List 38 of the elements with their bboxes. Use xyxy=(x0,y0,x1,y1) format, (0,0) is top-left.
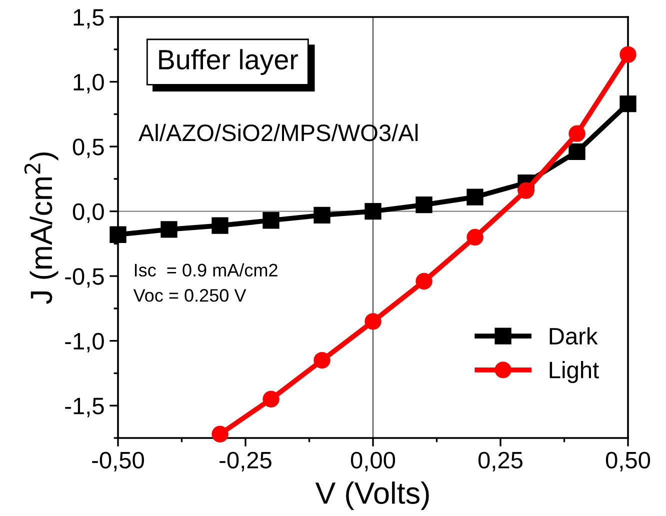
point xyxy=(110,226,126,243)
x-tick-label: 0,25 xyxy=(478,452,522,472)
point xyxy=(466,228,484,246)
point xyxy=(620,95,636,112)
legend-label: Dark xyxy=(550,327,598,345)
y-tick-label: 0,0 xyxy=(72,203,104,223)
point xyxy=(518,182,534,199)
x-tick-label: -0,25 xyxy=(220,452,272,472)
y-tick-label: -1,5 xyxy=(65,398,104,418)
y-tick-label: 1,5 xyxy=(74,9,104,29)
x-tick-label: 0,00 xyxy=(350,452,396,472)
point xyxy=(212,217,228,234)
point xyxy=(160,221,178,238)
point xyxy=(416,272,432,290)
y-tick-label: 1,0 xyxy=(74,74,104,94)
annotation: Voc = 0.250 V xyxy=(133,289,246,302)
point xyxy=(466,188,484,206)
y-tick-label: -0,5 xyxy=(65,268,104,288)
point xyxy=(568,143,586,160)
point xyxy=(568,125,586,142)
point xyxy=(416,196,432,214)
legend-label: Light xyxy=(550,361,599,384)
x-tick-label: 0,50 xyxy=(606,452,650,472)
y-tick-label: -1,0 xyxy=(65,332,104,352)
point xyxy=(364,202,382,220)
annotation: Isc = 0.9 mA/cm2 xyxy=(134,263,278,277)
annotation: Buffer layer xyxy=(159,49,298,75)
point xyxy=(262,212,280,229)
point xyxy=(314,352,330,369)
y-tick-label: 0,5 xyxy=(72,138,104,158)
point xyxy=(212,426,228,442)
point xyxy=(262,390,280,408)
point xyxy=(620,46,636,63)
x-axis-title: V (Volts) xyxy=(315,482,429,510)
point xyxy=(364,313,382,330)
y-axis-title: J (mA/cm$^{2}$) xyxy=(24,152,58,304)
point xyxy=(314,206,330,224)
x-tick-label: -0,50 xyxy=(92,452,144,472)
